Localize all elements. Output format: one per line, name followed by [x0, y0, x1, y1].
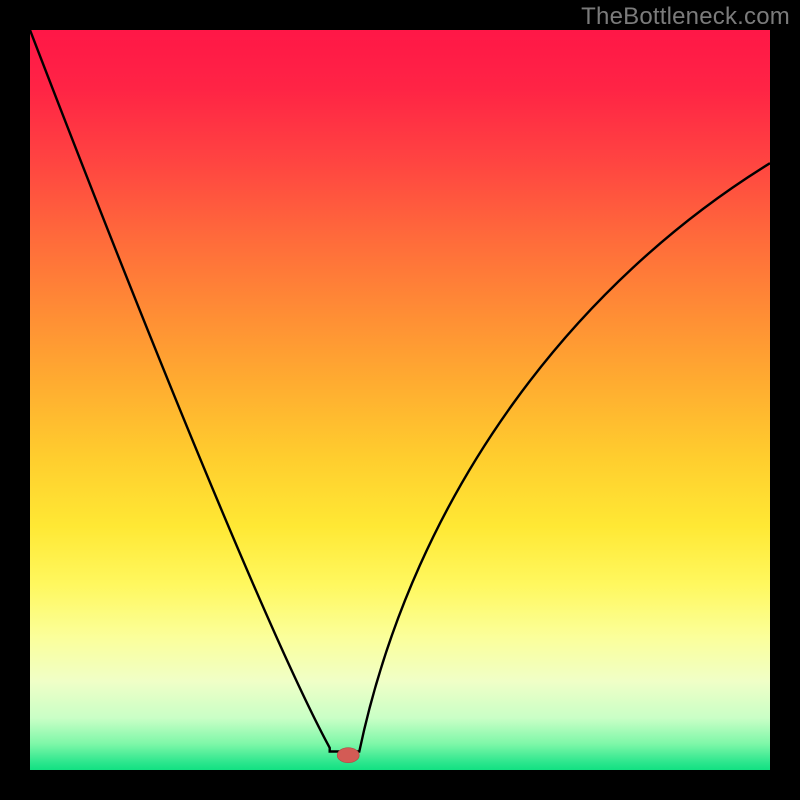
bottleneck-chart — [0, 0, 800, 800]
figure-container: TheBottleneck.com — [0, 0, 800, 800]
optimum-marker — [337, 748, 359, 763]
watermark-label: TheBottleneck.com — [581, 3, 790, 31]
plot-background — [30, 30, 770, 770]
